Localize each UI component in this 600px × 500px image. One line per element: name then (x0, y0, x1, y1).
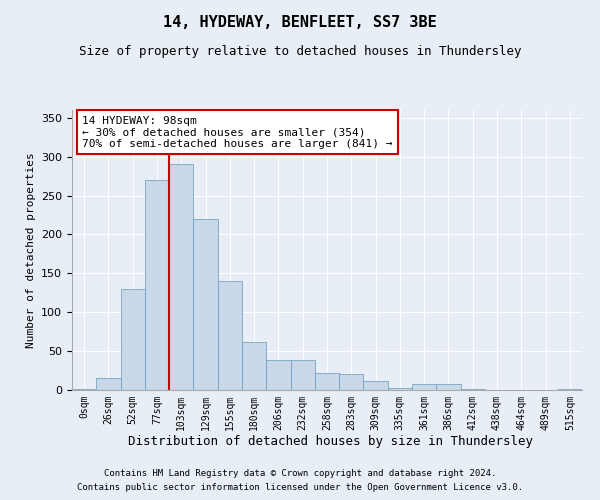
Bar (388, 388, 412, 390)
Text: 14, HYDEWAY, BENFLEET, SS7 3BE: 14, HYDEWAY, BENFLEET, SS7 3BE (163, 15, 437, 30)
Text: Size of property relative to detached houses in Thundersley: Size of property relative to detached ho… (79, 45, 521, 58)
Bar (339, 374, 364, 390)
Text: 14 HYDEWAY: 98sqm
← 30% of detached houses are smaller (354)
70% of semi-detache: 14 HYDEWAY: 98sqm ← 30% of detached hous… (82, 116, 392, 149)
Text: Contains HM Land Registry data © Crown copyright and database right 2024.: Contains HM Land Registry data © Crown c… (104, 468, 496, 477)
Bar (461, 389, 485, 390)
Bar (121, 289, 145, 390)
Bar (290, 360, 315, 390)
Bar (315, 373, 339, 390)
Bar (169, 164, 193, 390)
Text: Contains public sector information licensed under the Open Government Licence v3: Contains public sector information licen… (77, 484, 523, 492)
Y-axis label: Number of detached properties: Number of detached properties (26, 152, 35, 348)
Bar (266, 360, 290, 390)
Bar (364, 380, 388, 390)
Bar (145, 180, 169, 390)
Bar (193, 219, 218, 390)
Text: Distribution of detached houses by size in Thundersley: Distribution of detached houses by size … (128, 434, 533, 448)
Bar (412, 384, 436, 390)
Bar (558, 389, 582, 390)
Bar (218, 281, 242, 390)
Bar (436, 384, 461, 390)
Bar (96, 378, 121, 390)
Bar (242, 342, 266, 390)
Bar (72, 389, 96, 390)
